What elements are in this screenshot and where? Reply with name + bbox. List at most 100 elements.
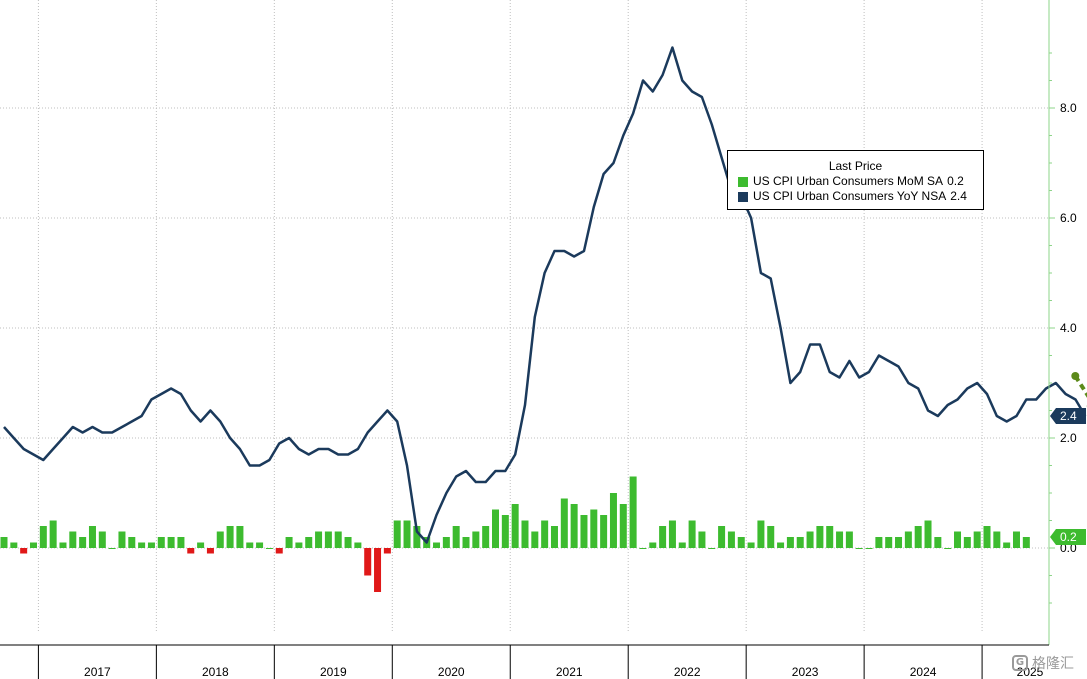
mom-bar [206, 548, 214, 554]
mom-bar [98, 531, 106, 548]
mom-bar [383, 548, 391, 554]
vertical-gridlines [37, 0, 983, 633]
bottom-x-axis: 2017 2018 2019 2020 2021 2022 2023 2024 2025 [0, 644, 1049, 679]
mom-bar [364, 548, 372, 576]
mom-bar [747, 542, 755, 548]
mom-bar [0, 537, 8, 548]
mom-bar [973, 531, 981, 548]
legend-label-yoy: US CPI Urban Consumers YoY NSA [753, 189, 947, 203]
mom-bar [216, 531, 224, 548]
mom-bar [344, 537, 352, 548]
y-tick-label: 2.0 [1060, 431, 1077, 445]
mom-bar [324, 531, 332, 548]
mom-bar [305, 537, 313, 548]
mom-bar [777, 542, 785, 548]
mom-bar [727, 531, 735, 548]
mom-bar [1003, 542, 1011, 548]
mom-bar [295, 542, 303, 548]
mom-bar [806, 531, 814, 548]
mom-bar [187, 548, 195, 554]
mom-bar [492, 509, 499, 548]
mom-bar [698, 531, 706, 548]
mom-bar [226, 526, 234, 548]
mom-bar [993, 531, 1001, 548]
y-tick-label: 8.0 [1060, 101, 1077, 115]
mom-bar [128, 537, 136, 548]
mom-bar [246, 542, 254, 548]
mom-bar [816, 526, 824, 548]
mom-bar [786, 537, 794, 548]
mom-bar [629, 476, 637, 548]
mom-bar [550, 526, 558, 548]
legend-value-mom: 0.2 [947, 174, 964, 188]
mom-bar [315, 531, 323, 548]
x-tick-label: 2020 [438, 665, 465, 679]
mom-bar [836, 531, 844, 548]
mom-bar [354, 542, 362, 548]
right-y-axis: 0.02.04.06.08.0 [1048, 0, 1077, 645]
mom-bar [236, 526, 244, 548]
watermark: G 格隆汇 [1012, 653, 1074, 673]
mom-bar [560, 498, 568, 548]
legend: Last Price US CPI Urban Consumers MoM SA… [727, 150, 984, 210]
last-price-yoy-text: 2.4 [1060, 409, 1077, 423]
legend-label-mom: US CPI Urban Consumers MoM SA [753, 174, 944, 188]
mom-bar [580, 515, 588, 548]
mom-bar [256, 542, 264, 548]
mom-bar [285, 537, 293, 548]
mom-bar [413, 526, 421, 548]
mom-bar [688, 520, 696, 548]
yoy-line-series [3, 46, 1087, 544]
mom-bar [197, 542, 205, 548]
mom-bar [108, 548, 116, 549]
mom-bar [895, 537, 903, 548]
y-tick-label: 4.0 [1060, 321, 1077, 335]
mom-bar [39, 526, 47, 548]
mom-bar [442, 537, 450, 548]
mom-bar [796, 537, 804, 548]
mom-bar [1012, 531, 1020, 548]
mom-bar [59, 542, 67, 548]
mom-bar [88, 526, 96, 548]
mom-bar [49, 520, 57, 548]
mom-bar [944, 548, 952, 549]
mom-bar [403, 520, 411, 548]
mom-bar [718, 526, 726, 548]
x-tick-label: 2021 [556, 665, 583, 679]
mom-bar [138, 542, 146, 548]
mom-bar [826, 526, 834, 548]
legend-swatch-mom [738, 177, 748, 187]
mom-bar [482, 526, 490, 548]
mom-bar [855, 548, 863, 549]
mom-bar [963, 537, 971, 548]
mom-bar [600, 515, 608, 548]
mom-bar [20, 548, 28, 554]
mom-bar [904, 531, 912, 548]
last-price-yoy-tag [1050, 408, 1086, 424]
legend-title: Last Price [828, 159, 883, 173]
mom-bar [462, 537, 470, 548]
mom-bar [374, 548, 382, 592]
watermark-text: 格隆汇 [1032, 656, 1074, 672]
x-tick-label: 2017 [84, 665, 111, 679]
mom-bar [29, 542, 37, 548]
mom-bar [452, 526, 460, 548]
watermark-logo-icon: G [1012, 655, 1028, 671]
mom-bar [472, 531, 480, 548]
legend-swatch-yoy [738, 192, 748, 202]
mom-bar [885, 537, 893, 548]
mom-bar [934, 537, 942, 548]
mom-bar [167, 537, 175, 548]
mom-bar [79, 537, 87, 548]
mom-bar [954, 531, 962, 548]
last-price-mom-tag [1050, 529, 1086, 545]
mom-bar [177, 537, 185, 548]
mom-bar [865, 548, 873, 549]
mom-bar [924, 520, 932, 548]
mom-bar [619, 504, 627, 548]
mom-bar [501, 515, 509, 548]
mom-bar [649, 542, 657, 548]
mom-bar [570, 504, 578, 548]
mom-bar [265, 548, 273, 549]
legend-item-yoy: US CPI Urban Consumers YoY NSA 2.4 [728, 189, 983, 204]
